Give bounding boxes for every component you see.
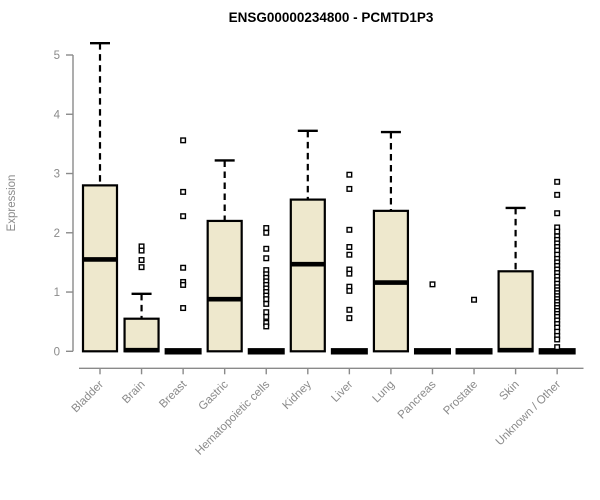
box-skin <box>497 270 534 353</box>
outlier-liver <box>346 171 353 178</box>
y-tick-label: 0 <box>54 346 60 358</box>
x-tick-label: Kidney <box>281 378 315 412</box>
y-tick-label: 1 <box>54 287 60 299</box>
x-tick-label: Bladder <box>70 379 107 416</box>
plot-area: 0 1 2 3 4 5 Bladder Brain Breast GastricHematopoi… <box>54 41 584 458</box>
collapsed-box-liver <box>330 348 368 355</box>
outlier-breast <box>180 213 187 220</box>
outlier-hematopoietic-cells <box>263 255 270 262</box>
chart-title: ENSG00000234800 - PCMTD1P3 <box>229 10 434 25</box>
x-tick-label: Pancreas <box>396 378 439 421</box>
outlier-hematopoietic-cells <box>263 323 270 330</box>
outlier-breast <box>180 264 187 271</box>
outlier-unknown-other <box>554 210 561 217</box>
outlier-breast <box>180 305 187 312</box>
y-tick-label: 5 <box>54 50 60 62</box>
x-tick-label: Breast <box>157 378 190 411</box>
y-axis-title: Expression <box>6 175 18 232</box>
x-tick-label: Liver <box>329 379 355 405</box>
outlier-liver <box>346 244 353 251</box>
outlier-brain <box>138 257 145 264</box>
y-tick-label: 2 <box>54 228 60 240</box>
collapsed-box-prostate <box>455 348 493 355</box>
box-brain <box>123 317 160 353</box>
outlier-breast <box>180 188 187 195</box>
outlier-unknown-other <box>554 228 561 235</box>
y-tick-label: 3 <box>54 169 60 181</box>
outlier-hematopoietic-cells <box>263 313 270 320</box>
outlier-unknown-other <box>554 191 561 198</box>
outlier-liver <box>346 226 353 233</box>
collapsed-box-breast <box>164 348 202 355</box>
outlier-hematopoietic-cells <box>263 225 270 232</box>
outlier-hematopoietic-cells <box>263 296 270 303</box>
box-bladder <box>81 184 119 353</box>
x-tick-label: Prostate <box>441 379 480 418</box>
outlier-unknown-other <box>554 336 561 343</box>
x-tick-label: Hematopoietic cells <box>193 378 272 457</box>
outlier-liver <box>346 306 353 313</box>
x-tick-label: Gastric <box>197 378 231 412</box>
outlier-liver <box>346 270 353 277</box>
outlier-hematopoietic-cells <box>263 229 270 236</box>
outlier-prostate <box>471 296 478 303</box>
outlier-hematopoietic-cells <box>263 245 270 252</box>
outlier-liver <box>346 185 353 192</box>
outlier-liver <box>346 315 353 322</box>
y-tick-label: 4 <box>54 109 61 121</box>
outlier-liver <box>346 287 353 294</box>
x-tick-label: Brain <box>120 379 147 406</box>
outlier-breast <box>180 137 187 144</box>
outlier-hematopoietic-cells <box>263 300 270 307</box>
outlier-pancreas <box>429 281 436 288</box>
outlier-unknown-other <box>554 344 561 351</box>
outlier-brain <box>138 264 145 271</box>
collapsed-box-hematopoietic-cells <box>247 348 285 355</box>
x-tick-label: Skin <box>497 379 521 403</box>
outlier-breast <box>180 281 187 288</box>
outlier-hematopoietic-cells <box>263 309 270 316</box>
x-tick-label: Lung <box>370 379 397 406</box>
collapsed-box-unknown-other <box>538 348 576 355</box>
box-gastric <box>206 219 243 353</box>
outlier-brain <box>138 247 145 254</box>
outlier-liver <box>346 251 353 258</box>
box-kidney <box>289 198 326 353</box>
collapsed-box-pancreas <box>413 348 451 355</box>
outlier-unknown-other <box>554 178 561 185</box>
